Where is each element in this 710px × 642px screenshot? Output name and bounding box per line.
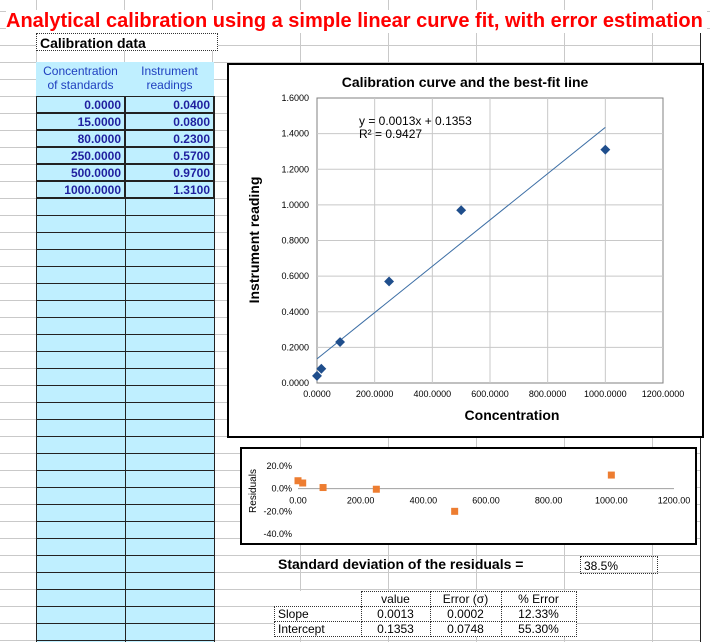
residual-point: [294, 477, 302, 485]
sd-value[interactable]: 38.5%: [580, 556, 658, 574]
readings-header-line1: Instrument: [141, 64, 198, 78]
residual-x-tick-label: 800.00: [535, 496, 563, 506]
residual-y-tick-label: -20.0%: [263, 506, 292, 516]
residual-x-tick-label: 600.00: [472, 496, 500, 506]
concentration-header-line1: Concentration: [43, 64, 118, 78]
data-point: [316, 363, 327, 374]
residual-x-tick-label: 200.00: [347, 496, 375, 506]
column-border-left: [36, 96, 37, 642]
stats-cell[interactable]: 12.33%: [500, 606, 577, 622]
reading-cell[interactable]: 0.5700: [125, 147, 214, 164]
y-tick-label: 0.6000: [281, 271, 309, 281]
page-title: Analytical calibration using a simple li…: [6, 10, 707, 33]
readings-header-line2: readings: [146, 78, 193, 92]
residual-x-tick-label: 400.00: [410, 496, 438, 506]
concentration-header[interactable]: Concentration of standards: [36, 64, 125, 92]
readings-column: [125, 62, 214, 642]
y-tick-label: 1.4000: [281, 129, 309, 139]
stats-row-label: Slope: [274, 606, 362, 622]
concentration-cell[interactable]: 250.0000: [36, 147, 125, 164]
calibration-chart[interactable]: Calibration curve and the best-fit line 0…: [227, 63, 704, 438]
stats-cell[interactable]: 0.1353: [360, 621, 431, 637]
y-tick-label: 1.6000: [281, 93, 309, 103]
concentration-header-line2: of standards: [47, 78, 114, 92]
reading-cell[interactable]: 1.3100: [125, 181, 214, 198]
residual-point: [299, 479, 307, 487]
y-tick-label: 1.2000: [281, 164, 309, 174]
residuals-chart-svg: 20.0% 0.0% -20.0% -40.0% 0.00 200.00 400.00 600…: [248, 461, 691, 539]
residuals-chart[interactable]: 20.0% 0.0% -20.0% -40.0% 0.00 200.00 400.00 600…: [240, 447, 697, 545]
r-squared: R² = 0.9427: [359, 127, 422, 141]
residual-point: [372, 485, 380, 493]
fit-equation: y = 0.0013x + 0.1353: [359, 114, 472, 128]
concentration-column: [36, 62, 125, 642]
stats-cell[interactable]: 55.30%: [500, 621, 577, 637]
x-tick-label: 1000.0000: [584, 389, 627, 399]
residual-x-tick-label: 1200.00: [658, 496, 691, 506]
reading-cell[interactable]: 0.0800: [125, 113, 214, 130]
concentration-cell[interactable]: 0.0000: [36, 96, 125, 113]
residual-point: [319, 484, 327, 492]
x-tick-label: 0.0000: [303, 389, 331, 399]
data-point: [335, 337, 346, 347]
residual-point: [607, 471, 615, 479]
stats-header-value: value: [360, 591, 431, 607]
reading-cell[interactable]: 0.2300: [125, 130, 214, 147]
stats-header-pct: % Error: [500, 591, 577, 607]
data-point: [384, 276, 395, 287]
calibration-chart-svg: Calibration curve and the best-fit line 0…: [246, 74, 685, 423]
stats-cell[interactable]: 0.0002: [429, 606, 502, 622]
y-tick-label: 0.8000: [281, 236, 309, 246]
stats-cell[interactable]: 0.0013: [360, 606, 431, 622]
fit-line: [316, 126, 606, 360]
concentration-cell[interactable]: 80.0000: [36, 130, 125, 147]
y-tick-label: 0.2000: [281, 342, 309, 352]
stats-cell[interactable]: 0.0748: [429, 621, 502, 637]
reading-cell[interactable]: 0.0400: [125, 96, 214, 113]
x-axis-label: Concentration: [465, 407, 560, 423]
y-axis-label: Instrument reading: [246, 177, 262, 304]
x-tick-label: 400.0000: [414, 389, 452, 399]
residual-y-tick-label: 20.0%: [266, 461, 292, 471]
residual-y-tick-label: -40.0%: [263, 529, 292, 539]
residual-x-tick-label: 1000.00: [595, 496, 628, 506]
residual-x-tick-label: 0.00: [289, 496, 307, 506]
x-tick-label: 800.0000: [529, 389, 567, 399]
concentration-cell[interactable]: 1000.0000: [36, 181, 125, 198]
data-point: [456, 205, 467, 216]
calibration-data-header[interactable]: Calibration data: [36, 33, 218, 51]
fit-stats-table: value Error (σ) % Error Slope 0.0013 0.0…: [274, 591, 577, 637]
y-tick-label: 1.0000: [281, 200, 309, 210]
reading-cell[interactable]: 0.9700: [125, 164, 214, 181]
data-point: [600, 144, 611, 155]
residual-axis-label: Residuals: [248, 469, 259, 513]
stats-row-label: Intercept: [274, 621, 362, 637]
x-tick-label: 1200.0000: [642, 389, 685, 399]
readings-header[interactable]: Instrument readings: [125, 64, 214, 92]
residual-point: [451, 507, 459, 515]
column-border-mid: [125, 96, 126, 642]
x-tick-label: 200.0000: [356, 389, 394, 399]
residual-y-tick-label: 0.0%: [271, 484, 292, 494]
concentration-cell[interactable]: 500.0000: [36, 164, 125, 181]
stats-header-error: Error (σ): [429, 591, 502, 607]
concentration-cell[interactable]: 15.0000: [36, 113, 125, 130]
chart-title: Calibration curve and the best-fit line: [342, 74, 589, 90]
y-tick-label: 0.4000: [281, 307, 309, 317]
y-tick-label: 0.0000: [281, 378, 309, 388]
column-border-right: [214, 96, 215, 642]
x-tick-label: 600.0000: [471, 389, 509, 399]
sd-label: Standard deviation of the residuals =: [278, 556, 524, 572]
